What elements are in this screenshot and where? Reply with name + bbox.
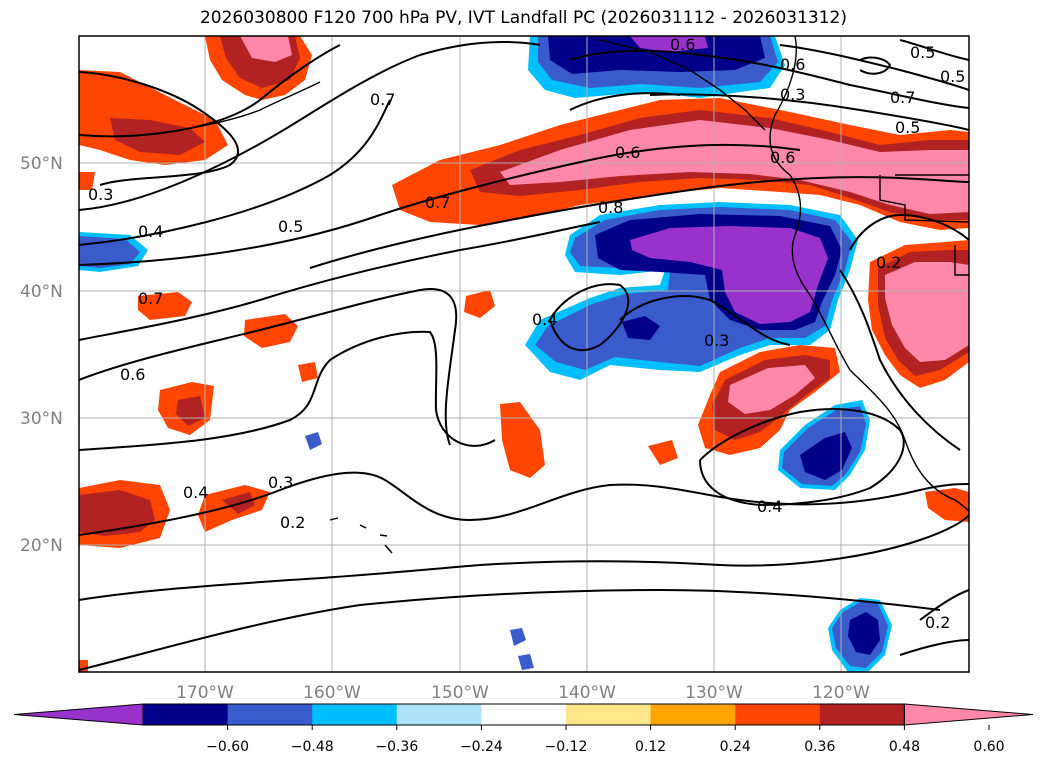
latitude-labels: 50°N 40°N 30°N 20°N — [20, 154, 63, 556]
positive-anomaly-region — [110, 118, 205, 155]
lat-label: 30°N — [20, 409, 63, 429]
contour-label: 0.6 — [670, 35, 695, 54]
contour-label: 0.3 — [268, 473, 293, 492]
negative-anomaly-region — [630, 226, 828, 324]
positive-anomaly-region — [728, 365, 815, 414]
contour-label: 0.5 — [940, 67, 965, 86]
lat-label: 40°N — [20, 282, 63, 302]
pv-contours — [79, 39, 969, 671]
positive-anomaly-region — [79, 172, 95, 190]
negative-anomaly-region — [848, 612, 880, 655]
colorbar-tick-label: 0.12 — [635, 739, 666, 755]
colorbar-tick-label: 0.48 — [889, 739, 920, 755]
coastlines — [179, 36, 969, 554]
contour-label: 0.7 — [890, 88, 915, 107]
colorbar-tick-label: −0.36 — [375, 739, 418, 755]
colorbar-extend-max — [903, 703, 1034, 726]
lon-label: 160°W — [303, 683, 361, 703]
contour-label: 0.3 — [704, 331, 729, 350]
colorbar-tick-label: 0.60 — [973, 739, 1004, 755]
contour-label: 0.5 — [895, 118, 920, 137]
negative-anomaly-region — [630, 36, 708, 52]
negative-anomaly-region — [800, 432, 852, 480]
colorbar-segment — [735, 704, 821, 725]
contour-label: 0.2 — [925, 613, 950, 632]
colorbar-segment — [819, 704, 905, 725]
positive-anomaly-region — [648, 440, 678, 465]
positive-anomaly-region — [244, 314, 298, 348]
gridlines — [79, 36, 969, 672]
colorbar-segment — [481, 704, 567, 725]
colorbar-tick-label: 0.24 — [720, 739, 751, 755]
contour-label: 0.3 — [88, 185, 113, 204]
figure-title: 2026030800 F120 700 hPa PV, IVT Landfall… — [199, 8, 847, 28]
lon-label: 140°W — [558, 683, 616, 703]
contour-label: 0.8 — [598, 198, 623, 217]
contour-label: 0.7 — [138, 289, 163, 308]
colorbar-segment — [227, 704, 313, 725]
contour-label: 0.4 — [138, 222, 163, 241]
contour-label: 0.7 — [370, 90, 395, 109]
colorbar-segment — [312, 704, 398, 725]
colorbar-tick-label: −0.12 — [545, 739, 588, 755]
lon-label: 150°W — [431, 683, 489, 703]
contour-label: 0.6 — [780, 55, 805, 74]
contour-label: 0.4 — [183, 483, 208, 502]
negative-anomaly-region — [518, 654, 534, 670]
contour-label: 0.2 — [876, 253, 901, 272]
positive-anomaly-region — [79, 490, 155, 536]
colorbar-frame — [142, 703, 905, 726]
contour-label: 0.7 — [425, 193, 450, 212]
negative-anomaly-region — [510, 628, 526, 646]
contour-label: 0.6 — [615, 143, 640, 162]
contour-label: 0.5 — [278, 217, 303, 236]
positive-anomaly-region — [500, 402, 545, 478]
contour-label: 0.6 — [120, 365, 145, 384]
colorbar-tick-label: −0.48 — [291, 739, 334, 755]
colorbar-segment — [396, 704, 482, 725]
lon-label: 170°W — [176, 683, 234, 703]
lon-label: 130°W — [685, 683, 743, 703]
colorbar-tick-label: 0.36 — [804, 739, 835, 755]
colorbar-tick-label: −0.60 — [206, 739, 249, 755]
longitude-labels: 170°W 160°W 150°W 140°W 130°W 120°W — [176, 683, 870, 703]
lat-label: 50°N — [20, 154, 63, 174]
positive-anomaly-region — [464, 290, 495, 318]
colorbar-extend-min — [13, 703, 144, 726]
contour-label: 0.4 — [757, 497, 782, 516]
positive-anomaly-region — [138, 292, 192, 320]
contour-label: 0.4 — [532, 310, 557, 329]
colorbar-tick-label: −0.24 — [460, 739, 503, 755]
negative-anomaly-region — [305, 432, 322, 450]
positive-anomaly-region — [885, 262, 969, 362]
colorbar-segment — [566, 704, 652, 725]
positive-anomaly-region — [240, 36, 292, 62]
colorbar-segment — [650, 704, 736, 725]
positive-anomaly-region — [500, 120, 969, 214]
contour-labels: 0.6 0.6 0.5 0.6 0.7 0.7 0.5 0.3 0.3 0.4 … — [88, 35, 965, 632]
lon-label: 120°W — [812, 683, 870, 703]
colorbar: −0.60 −0.48 −0.36 −0.24 −0.12 0.12 0.24 0.36 0.4… — [13, 703, 1034, 755]
contour-label: 0.5 — [910, 43, 935, 62]
map-frame — [78, 35, 970, 673]
lat-label: 20°N — [20, 536, 63, 556]
contour-label: 0.3 — [780, 85, 805, 104]
negative-anomaly-region — [622, 316, 660, 340]
positive-anomaly-region — [925, 488, 969, 522]
filled-anomalies — [79, 36, 969, 672]
colorbar-segment — [143, 704, 229, 725]
contour-label: 0.6 — [770, 148, 795, 167]
positive-anomaly-region — [298, 362, 318, 382]
contour-label: 0.2 — [280, 513, 305, 532]
